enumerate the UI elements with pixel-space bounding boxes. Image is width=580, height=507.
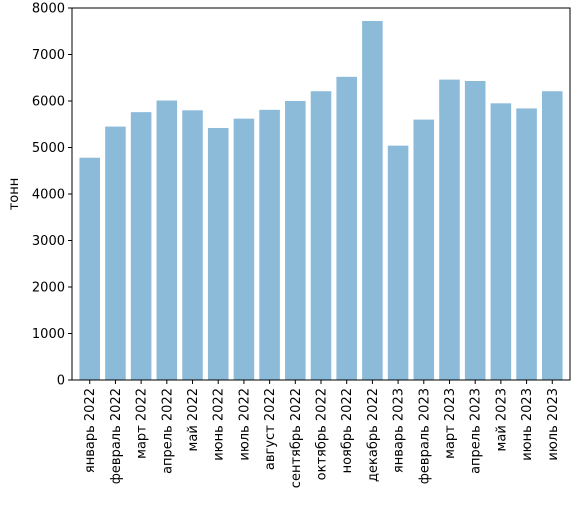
x-tick-label-10: ноябрь 2022 — [340, 388, 355, 473]
x-tick-label-18: июль 2023 — [546, 388, 561, 461]
bars-group — [79, 21, 563, 381]
y-tick-label-6: 6000 — [32, 95, 65, 110]
x-axis-ticks: январь 2022 февраль 2022 март 2022 апрель 2… — [83, 380, 561, 488]
bar-9 — [285, 101, 306, 380]
bar-5 — [182, 110, 203, 381]
x-tick-label-3: апрель 2022 — [160, 388, 175, 474]
x-tick-label-14: март 2023 — [443, 388, 458, 459]
bar-1 — [79, 157, 101, 380]
x-tick-label-7: август 2022 — [263, 388, 278, 470]
y-tick-label-2: 2000 — [32, 281, 65, 296]
bar-8 — [259, 109, 280, 381]
bar-7 — [233, 118, 255, 381]
x-tick-label-6: июль 2022 — [237, 388, 252, 461]
x-tick-label-11: декабрь 2022 — [366, 388, 381, 482]
bar-12 — [362, 21, 383, 381]
y-tick-label-5: 5000 — [32, 141, 65, 156]
x-tick-label-4: май 2022 — [186, 388, 201, 451]
x-tick-label-2: март 2022 — [135, 388, 150, 459]
y-tick-label-4: 4000 — [32, 188, 65, 203]
bar-15 — [439, 79, 460, 381]
y-axis-label: тонн — [7, 178, 22, 211]
bar-16 — [464, 81, 486, 380]
y-tick-label-3: 3000 — [32, 234, 65, 249]
bar-3 — [130, 112, 152, 380]
y-tick-label-1: 1000 — [32, 327, 65, 342]
y-tick-label-8: 8000 — [32, 2, 65, 17]
y-tick-label-7: 7000 — [32, 48, 65, 63]
bar-10 — [310, 91, 332, 381]
x-tick-label-1: февраль 2022 — [109, 388, 124, 484]
bar-4 — [156, 100, 178, 380]
bar-13 — [387, 145, 409, 380]
x-tick-label-8: сентябрь 2022 — [289, 388, 304, 488]
bar-19 — [541, 91, 563, 381]
x-tick-label-17: июнь 2023 — [520, 388, 535, 461]
bar-14 — [413, 119, 435, 380]
bar-18 — [516, 108, 537, 380]
bar-11 — [336, 76, 357, 380]
bar-17 — [490, 103, 512, 380]
bar-6 — [207, 127, 229, 380]
y-axis-ticks: 0 1000 2000 3000 4000 5000 6000 7000 8000 — [32, 2, 72, 389]
x-tick-label-9: октябрь 2022 — [315, 388, 330, 480]
x-tick-label-13: февраль 2023 — [417, 388, 432, 484]
bar-2 — [105, 126, 126, 380]
x-tick-label-16: май 2023 — [494, 388, 509, 451]
x-tick-label-0: январь 2022 — [83, 388, 98, 473]
x-tick-label-15: апрель 2023 — [469, 388, 484, 474]
x-tick-label-12: январь 2023 — [392, 388, 407, 473]
x-tick-label-5: июнь 2022 — [212, 388, 227, 461]
y-tick-label-0: 0 — [57, 374, 65, 389]
